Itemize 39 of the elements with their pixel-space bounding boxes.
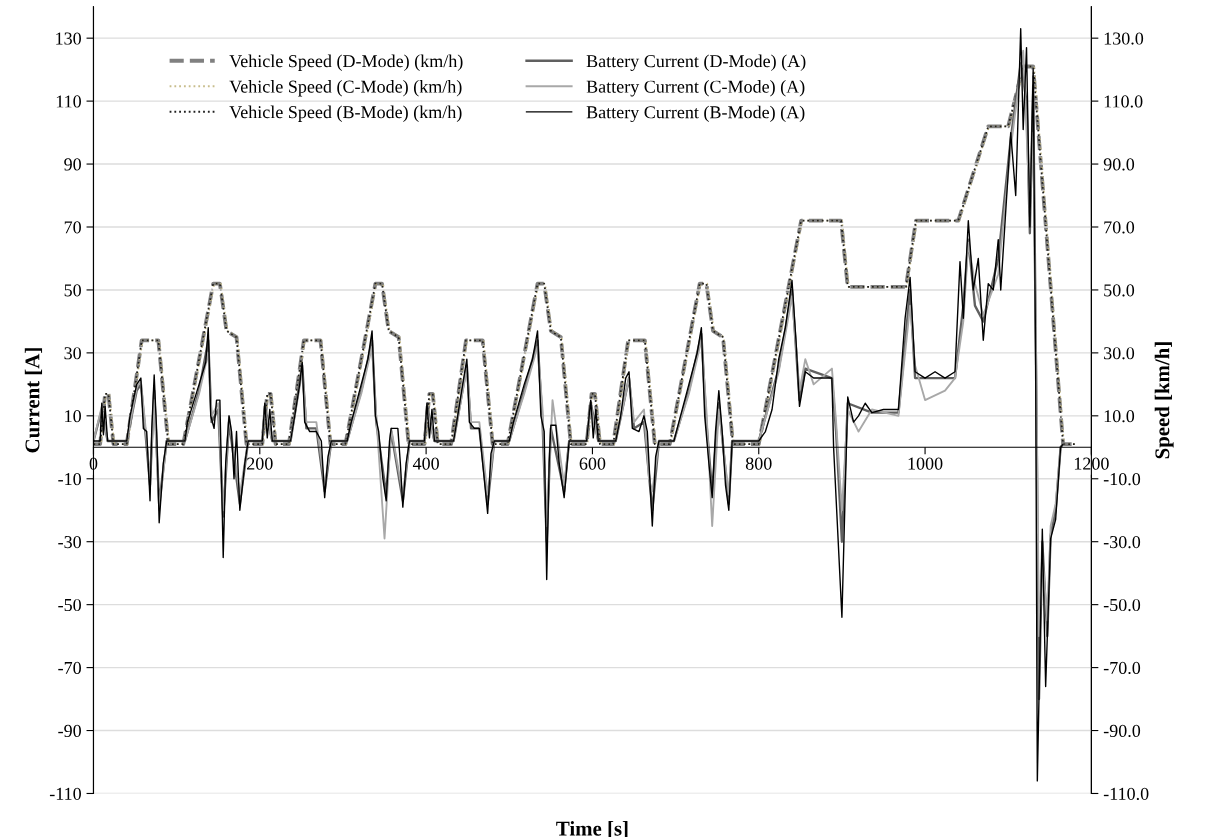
y2-tick-label: 90.0 bbox=[1103, 158, 1135, 171]
y-tick-label: 50 bbox=[64, 284, 81, 297]
legend-label: Battery Current (C-Mode) (A) bbox=[586, 80, 805, 97]
x-tick-label: 600 bbox=[579, 457, 606, 470]
y-tick-label: -70 bbox=[58, 661, 81, 675]
y-tick-label: 110 bbox=[56, 95, 81, 108]
y2-tick-label: -90.0 bbox=[1103, 724, 1141, 738]
legend-label: Battery Current (D-Mode) (A) bbox=[586, 54, 806, 71]
x-tick-label: 200 bbox=[247, 457, 273, 470]
legend-label: Vehicle Speed (D-Mode) (km/h) bbox=[229, 54, 463, 71]
x-tick-label: 800 bbox=[745, 457, 772, 470]
y2-tick-label: 130.0 bbox=[1104, 32, 1144, 45]
y2-tick-label: -70.0 bbox=[1103, 661, 1141, 675]
legend-label: Battery Current (B-Mode) (A) bbox=[586, 105, 805, 123]
y-tick-label: -110 bbox=[49, 787, 81, 800]
y-tick-label: -50 bbox=[58, 598, 81, 612]
y-tick-label: -30 bbox=[58, 535, 81, 549]
y-tick-label: -90 bbox=[58, 724, 81, 737]
y2-tick-label: -110.0 bbox=[1103, 787, 1149, 800]
y2-tick-label: -10.0 bbox=[1103, 473, 1141, 486]
legend-label: Vehicle Speed (C-Mode) (km/h) bbox=[229, 80, 462, 97]
y2-axis-title: Speed [km/h] bbox=[1154, 342, 1174, 459]
y2-tick-label: 70.0 bbox=[1104, 221, 1135, 234]
y2-tick-label: -30.0 bbox=[1103, 535, 1141, 549]
y2-tick-label: 10.0 bbox=[1104, 410, 1135, 423]
y-tick-label: -10 bbox=[58, 473, 81, 486]
x-tick-label: 400 bbox=[412, 457, 439, 470]
y-tick-label: 30 bbox=[64, 347, 81, 360]
y-tick-label: 10 bbox=[65, 410, 81, 423]
y-tick-label: 130 bbox=[56, 32, 81, 45]
y-tick-label: 90 bbox=[64, 158, 81, 171]
y2-tick-label: 30.0 bbox=[1104, 347, 1135, 360]
y-tick-label: 70 bbox=[64, 221, 81, 234]
y2-tick-label: 110.0 bbox=[1104, 95, 1143, 108]
y-axis-title: Current [A] bbox=[24, 348, 43, 453]
x-tick-label: 1000 bbox=[908, 457, 943, 470]
y2-tick-label: 50.0 bbox=[1104, 284, 1135, 297]
y2-tick-label: -50.0 bbox=[1103, 598, 1141, 612]
legend-label: Vehicle Speed (B-Mode) (km/h) bbox=[229, 105, 462, 122]
